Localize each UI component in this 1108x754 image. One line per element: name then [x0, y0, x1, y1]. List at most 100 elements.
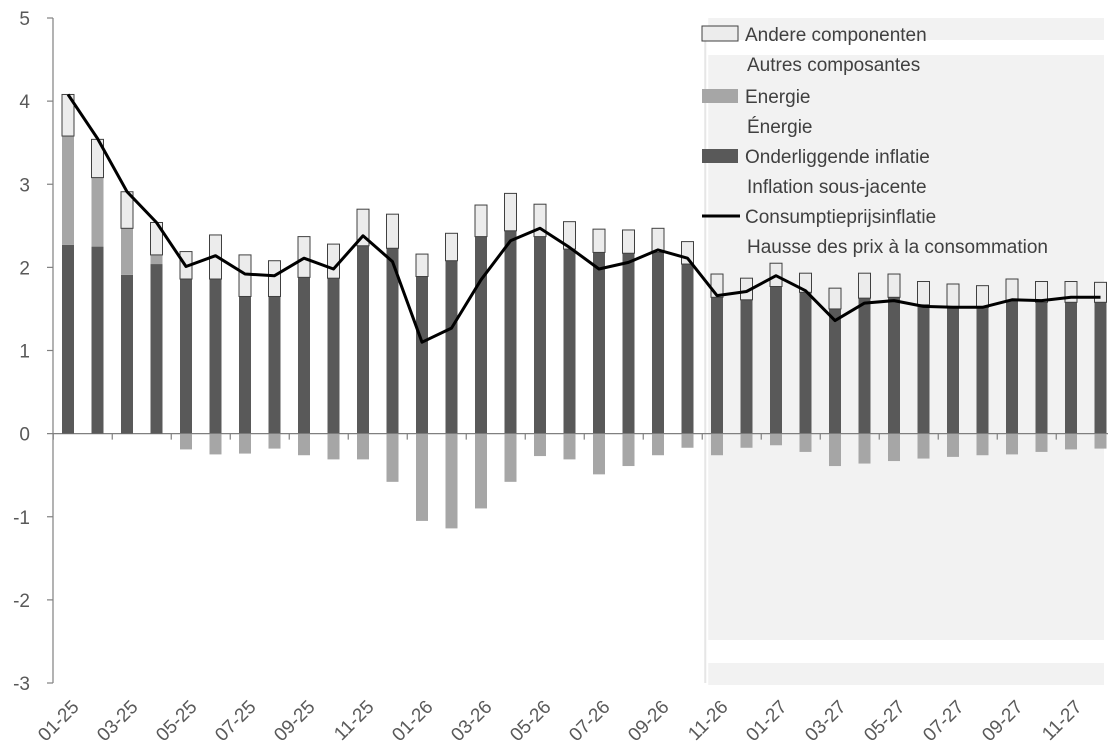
bar-energy [534, 434, 546, 456]
bar-other [416, 254, 428, 276]
legend-label-fr: Autres composantes [747, 55, 920, 76]
bar-energy [741, 434, 753, 448]
bar-energy [505, 434, 517, 482]
bar-core [1036, 302, 1048, 433]
y-tick-label: 0 [19, 425, 30, 446]
bar-core [151, 264, 163, 434]
bar-core [741, 300, 753, 434]
legend-label-fr: Énergie [747, 117, 813, 138]
bar-other [859, 273, 871, 298]
bar-core [180, 279, 192, 434]
y-tick-label: 1 [19, 342, 30, 363]
y-tick-label: 4 [19, 92, 30, 113]
x-tick-label: 11-26 [684, 697, 732, 745]
y-tick-label: 5 [19, 9, 30, 30]
bar-energy [829, 434, 841, 466]
bar-energy [652, 434, 664, 456]
bar-energy [1065, 434, 1077, 450]
bar-energy [180, 434, 192, 450]
bar-core [947, 306, 959, 433]
bar-energy [62, 136, 74, 245]
bar-core [1006, 301, 1018, 434]
legend-label-fr: Inflation sous-jacente [747, 177, 927, 198]
x-tick-label: 03-27 [801, 697, 850, 746]
x-tick-label: 01-26 [388, 697, 437, 746]
bar-other [947, 284, 959, 306]
bar-core [121, 275, 133, 434]
bar-energy [475, 434, 487, 509]
bar-energy [151, 255, 163, 264]
x-tick-label: 11-27 [1038, 697, 1086, 745]
legend-label: Energie [745, 87, 811, 108]
bar-core [770, 286, 782, 433]
bar-energy [770, 434, 782, 446]
bar-other [387, 214, 399, 248]
bar-core [829, 309, 841, 434]
bar-core [888, 297, 900, 433]
bar-core [328, 278, 340, 433]
bar-energy [918, 434, 930, 459]
bar-energy [446, 434, 458, 529]
bar-energy [1095, 434, 1107, 449]
bar-energy [859, 434, 871, 464]
bar-energy [121, 228, 133, 275]
bar-energy [800, 434, 812, 452]
bar-core [92, 247, 104, 434]
bar-energy [947, 434, 959, 457]
bar-other [623, 230, 635, 253]
bar-other [446, 233, 458, 260]
bar-energy [416, 434, 428, 521]
bar-other [593, 229, 605, 252]
bar-core [62, 245, 74, 434]
bar-other [328, 244, 340, 278]
bar-core [269, 296, 281, 433]
bar-other [977, 286, 989, 308]
bar-core [475, 237, 487, 434]
x-tick-label: 05-25 [152, 697, 201, 746]
y-tick-label: -3 [13, 674, 30, 695]
bar-core [977, 307, 989, 433]
y-tick-label: -1 [13, 508, 30, 529]
bar-other [888, 274, 900, 297]
x-tick-label: 01-25 [34, 697, 83, 746]
bar-energy [564, 434, 576, 460]
legend-label-fr: Hausse des prix à la consommation [747, 237, 1048, 258]
bar-core [711, 297, 723, 433]
x-tick-label: 07-25 [211, 697, 260, 746]
x-tick-label: 05-27 [860, 697, 909, 746]
bar-other [1095, 282, 1107, 302]
bar-energy [298, 434, 310, 456]
bar-other [1006, 279, 1018, 301]
x-tick-label: 03-26 [447, 697, 496, 746]
bar-core [1095, 302, 1107, 433]
forecast-shade-bottom [708, 663, 1104, 685]
legend-label: Consumptieprijsinflatie [745, 207, 936, 228]
bar-core [918, 305, 930, 434]
bar-energy [1036, 434, 1048, 452]
x-tick-label: 01-27 [742, 697, 791, 746]
bar-energy [328, 434, 340, 460]
x-tick-label: 05-26 [506, 697, 555, 746]
bar-energy [593, 434, 605, 475]
bar-core [564, 249, 576, 434]
bar-energy [387, 434, 399, 482]
bar-core [446, 261, 458, 434]
y-tick-label: -2 [13, 591, 30, 612]
bar-other [269, 261, 281, 297]
bar-core [416, 277, 428, 434]
bar-core [210, 279, 222, 434]
x-tick-label: 11-25 [330, 697, 378, 745]
bar-energy [210, 434, 222, 455]
bar-other [505, 193, 517, 230]
x-tick-label: 07-26 [565, 697, 614, 746]
legend-swatch [702, 149, 738, 163]
bar-core [298, 277, 310, 433]
bar-other [918, 282, 930, 305]
bar-energy [623, 434, 635, 466]
bar-other [475, 205, 487, 237]
bar-energy [239, 434, 251, 454]
x-tick-label: 09-25 [270, 697, 319, 746]
bar-core [593, 252, 605, 433]
y-tick-label: 3 [19, 175, 30, 196]
